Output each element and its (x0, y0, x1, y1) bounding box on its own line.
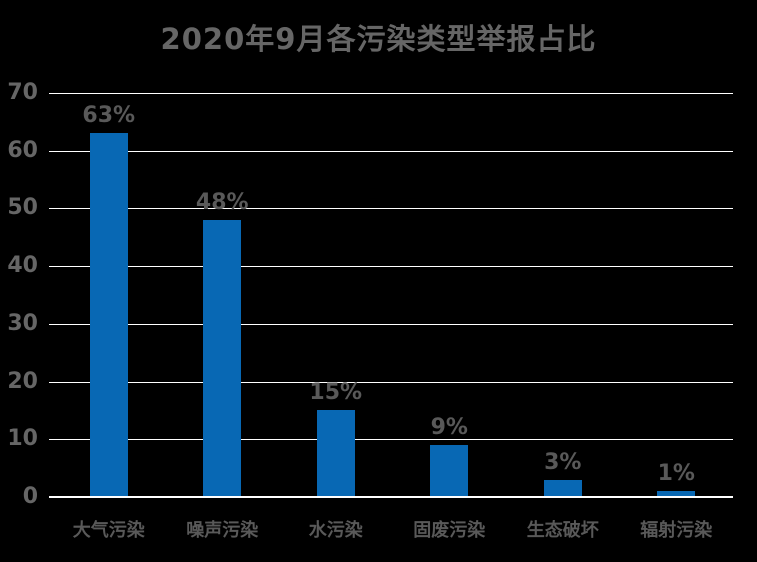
plot-area: 63% 48% 15% 9% 3% 1% (49, 93, 733, 498)
bar (657, 491, 696, 497)
x-axis-label: 生态破坏 (526, 520, 599, 541)
bar (430, 445, 469, 497)
x-axis-labels: 大气污染 噪声污染 水污染 固废污染 生态破坏 辐射污染 (52, 521, 733, 541)
bar-value-label: 3% (544, 449, 582, 475)
x-axis-label: 噪声污染 (186, 520, 259, 541)
y-axis-tick-label: 40 (7, 253, 38, 279)
y-axis-tick-label: 20 (7, 368, 38, 394)
gridline (49, 93, 733, 94)
bar-value-label: 9% (430, 415, 468, 441)
y-axis-tick-label: 10 (7, 426, 38, 452)
bar-slot: 1% (620, 93, 734, 497)
gridline (49, 439, 733, 441)
bar-slot: 48% (166, 93, 280, 497)
bar-slot: 63% (52, 93, 166, 497)
y-axis-tick-label: 30 (7, 310, 38, 336)
bars-group: 63% 48% 15% 9% 3% 1% (52, 93, 733, 497)
bar-slot: 3% (506, 93, 620, 497)
chart-title: 2020年9月各污染类型举报占比 (160, 22, 597, 56)
bar (203, 219, 242, 497)
y-axis-tick-label: 70 (7, 80, 38, 105)
y-axis-tick-label: 50 (7, 195, 38, 221)
gridline (49, 150, 733, 152)
bar (89, 133, 128, 497)
x-axis-label: 辐射污染 (640, 520, 713, 541)
bar-value-label: 48% (195, 189, 249, 215)
bar-value-label: 63% (82, 103, 136, 129)
bar-value-label: 1% (657, 461, 695, 487)
y-axis-tick-label: 0 (22, 484, 38, 509)
x-axis-label: 水污染 (308, 520, 363, 541)
gridline (49, 381, 733, 383)
y-axis: 0 10 20 30 40 50 60 70 (0, 82, 38, 508)
y-axis-tick-label: 60 (7, 137, 38, 163)
gridline (49, 266, 733, 268)
x-axis-label: 固废污染 (413, 520, 486, 541)
gridline (49, 323, 733, 325)
x-axis-line (49, 496, 733, 498)
bar-value-label: 15% (309, 380, 363, 406)
x-axis-label: 大气污染 (72, 520, 145, 541)
gridline (49, 208, 733, 210)
bar (316, 410, 355, 497)
bar (543, 479, 582, 497)
bar-slot: 9% (393, 93, 507, 497)
bar-slot: 15% (279, 93, 393, 497)
